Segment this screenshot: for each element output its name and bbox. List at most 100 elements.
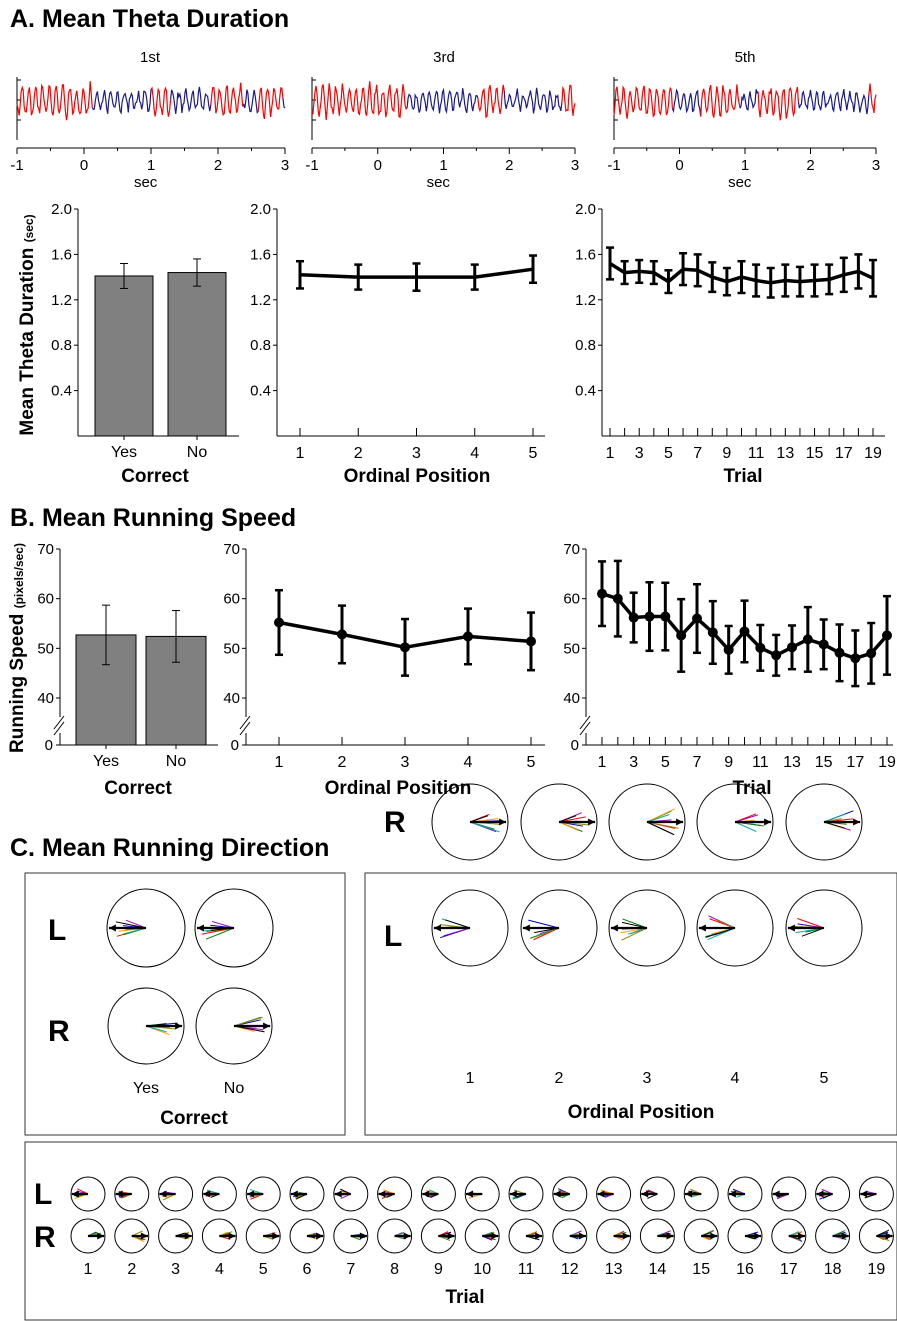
x-tick-label: 7 bbox=[693, 754, 702, 771]
trace-x-label: sec bbox=[728, 174, 752, 191]
x-tick-label: 5 bbox=[661, 754, 670, 771]
compass-circle bbox=[195, 987, 273, 1065]
arrow-head bbox=[422, 1190, 430, 1198]
arrow-head bbox=[666, 1232, 674, 1240]
correct-right-label: R bbox=[48, 1015, 70, 1048]
compass-circle bbox=[420, 1176, 456, 1212]
direction-trial-title: Trial bbox=[445, 1287, 484, 1308]
non-theta-trace-segment bbox=[671, 88, 702, 117]
ordinal-left-label: L bbox=[384, 920, 402, 953]
compass-trial-right-1 bbox=[70, 1218, 106, 1254]
arrow-head bbox=[509, 1190, 517, 1198]
arrow-head bbox=[710, 1232, 718, 1240]
y-tick-label-zero: 0 bbox=[571, 737, 579, 754]
compass-circle bbox=[552, 1218, 588, 1254]
compass-ordinal-left-4 bbox=[696, 889, 774, 967]
compass-trial-left-10 bbox=[464, 1176, 500, 1212]
theta-trace-segment bbox=[561, 84, 576, 116]
compass-circle bbox=[696, 889, 774, 967]
compass-circle bbox=[431, 889, 509, 967]
compass-circle bbox=[771, 1218, 807, 1254]
arrow-head bbox=[334, 1190, 342, 1198]
compass-circle bbox=[683, 1218, 719, 1254]
data-point bbox=[834, 647, 845, 658]
x-tick-label: 5 bbox=[529, 445, 538, 462]
compass-circle bbox=[420, 1218, 456, 1254]
trace-x-tick-label: -1 bbox=[10, 157, 23, 174]
y-tick-label: 40 bbox=[563, 690, 580, 707]
compass-ordinal-left-5 bbox=[785, 889, 863, 967]
theta-trace-segment bbox=[613, 85, 673, 119]
chart-theta-trial: 0.40.81.21.62.01 3 5 7 9 11 13 15 17 19 bbox=[575, 201, 885, 462]
y-tick-label: 1.2 bbox=[51, 292, 72, 309]
theta-trace-segment bbox=[700, 84, 741, 118]
x-tick-label: 13 bbox=[776, 445, 794, 462]
compass-trial-right-5 bbox=[245, 1218, 281, 1254]
compass-circle bbox=[431, 783, 509, 861]
y-tick-label: 1.2 bbox=[250, 292, 271, 309]
trial-label-17: 17 bbox=[780, 1261, 798, 1278]
compass-trial-right-2 bbox=[114, 1218, 150, 1254]
theta-trace-segment bbox=[16, 81, 93, 121]
y-tick-label: 70 bbox=[563, 541, 580, 558]
speed-y-unit: (pixels/sec) bbox=[12, 543, 26, 608]
data-point bbox=[644, 611, 655, 622]
series-line bbox=[299, 267, 534, 279]
arrow-head bbox=[108, 924, 116, 932]
compass-trial-left-19 bbox=[858, 1176, 894, 1212]
y-tick-label-zero: 0 bbox=[45, 737, 53, 754]
arrow-head bbox=[247, 1190, 255, 1198]
bar-yes bbox=[94, 275, 154, 437]
arrow-head bbox=[140, 1232, 148, 1240]
non-theta-trace-segment bbox=[242, 89, 259, 114]
x-tick-label: 4 bbox=[464, 754, 473, 771]
trace-x-tick-label: 1 bbox=[439, 157, 447, 174]
direction-line bbox=[528, 919, 560, 929]
data-point bbox=[818, 639, 829, 650]
compass-circle bbox=[194, 888, 274, 968]
direction-line bbox=[823, 813, 846, 823]
arrow-head bbox=[359, 1232, 367, 1240]
compass-circle bbox=[608, 889, 686, 967]
arrow-head bbox=[860, 1190, 868, 1198]
arrow-head bbox=[203, 1190, 211, 1198]
trace-x-tick-label: 3 bbox=[872, 157, 880, 174]
direction-line bbox=[801, 927, 825, 937]
direction-line bbox=[621, 927, 648, 941]
compass-circle bbox=[333, 1176, 369, 1212]
compass-ordinal-right-2 bbox=[520, 783, 598, 861]
arrow-head bbox=[698, 924, 706, 932]
compass-trial-left-3 bbox=[158, 1176, 194, 1212]
compass-circle bbox=[333, 1218, 369, 1254]
x-tick-label: 3 bbox=[412, 445, 421, 462]
ordinal-label-1: 1 bbox=[466, 1070, 475, 1087]
arrow-head bbox=[290, 1190, 298, 1198]
theta-trace-segment bbox=[311, 81, 408, 120]
data-point bbox=[739, 626, 750, 637]
y-tick-label: 1.6 bbox=[51, 246, 72, 263]
x-tick-label: 2 bbox=[338, 754, 347, 771]
y-tick-label: 2.0 bbox=[250, 201, 271, 218]
theta-y-unit: (sec) bbox=[22, 214, 36, 242]
x-tick-label: 15 bbox=[815, 754, 833, 771]
arrow-head bbox=[754, 1232, 762, 1240]
compass-circle bbox=[114, 1218, 150, 1254]
compass-circle bbox=[596, 1176, 632, 1212]
trace-x-tick-label: -1 bbox=[607, 157, 620, 174]
x-tick-label-yes: Yes bbox=[111, 444, 137, 461]
compass-circle bbox=[858, 1176, 894, 1212]
compass-circle bbox=[727, 1218, 763, 1254]
direction-correct-title: Correct bbox=[160, 1108, 228, 1129]
data-point bbox=[628, 612, 639, 623]
arrow-head bbox=[685, 1190, 693, 1198]
compass-circle bbox=[683, 1176, 719, 1212]
trace-x-tick-label: 0 bbox=[80, 157, 88, 174]
data-point bbox=[676, 630, 687, 641]
compass-trial-right-9 bbox=[420, 1218, 456, 1254]
x-tick-label: 9 bbox=[722, 445, 731, 462]
section-b-title: B. Mean Running Speed bbox=[10, 504, 296, 532]
y-tick-label-zero: 0 bbox=[231, 737, 239, 754]
axis-break-mark bbox=[579, 715, 591, 730]
trial-label-13: 13 bbox=[605, 1261, 623, 1278]
compass-trial-left-14 bbox=[639, 1176, 675, 1212]
